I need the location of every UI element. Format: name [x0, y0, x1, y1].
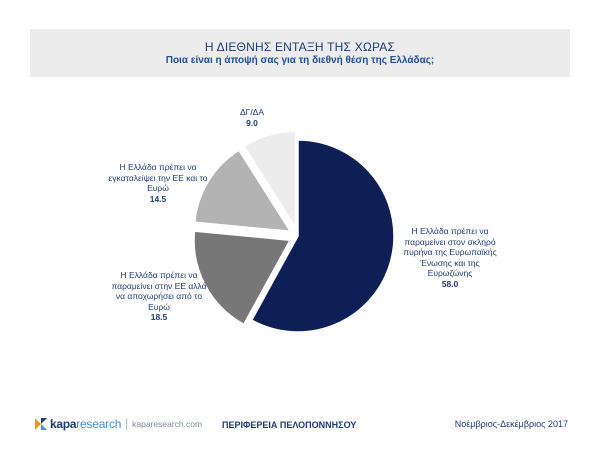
label-line: Ευρώ — [148, 301, 170, 312]
slice-dk-na — [243, 130, 297, 230]
survey-period: Νοέμβριος-Δεκέμβριος 2017 — [454, 419, 568, 429]
label-line: εγκαταλείψει την ΕΕ και το — [108, 172, 208, 183]
label-line: Η Ελλάδα πρέπει να — [120, 270, 198, 280]
label-line: παραμείνει στον σκληρό — [404, 236, 496, 247]
chart-subtitle: Ποια είναι η άποψή σας για τη διεθνή θέσ… — [165, 55, 435, 66]
label-line: ΔΓ/ΔΑ — [239, 107, 265, 117]
logo-research: research — [76, 417, 122, 431]
region-label: ΠΕΡΙΦΕΡΕΙΑ ΠΕΛΟΠΟΝΝΗΣΟΥ — [222, 420, 357, 430]
label-slice-leave-eu: Η Ελλάδα πρέπει να εγκαταλείψει την ΕΕ κ… — [100, 162, 216, 204]
label-line: Η Ελλάδα πρέπει να — [119, 162, 197, 172]
footer: kapa research | kaparesearch.com ΠΕΡΙΦΕΡΕ… — [0, 405, 600, 445]
label-line: Η Ελλάδα πρέπει να — [411, 226, 489, 236]
header-band — [30, 29, 570, 77]
kapa-research-logo: kapa research | kaparesearch.com — [34, 417, 202, 431]
label-line: Ένωσης και της — [420, 257, 480, 268]
label-line: πυρήνα της Ευρωπαϊκής — [403, 247, 497, 257]
slice-leave-eu — [193, 149, 292, 233]
logo-website: kaparesearch.com — [132, 419, 203, 429]
slice-eu-no-euro — [193, 230, 292, 326]
chart-title: Η ΔΙΕΘΝΗΣ ΕΝΤΑΞΗ ΤΗΣ ΧΩΡΑΣ — [204, 40, 396, 54]
label-line: Ευρωζώνης — [427, 268, 473, 278]
logo-separator: | — [125, 418, 129, 430]
label-line: να αποχωρήσει από το — [115, 291, 203, 301]
label-line: παραμείνει στην ΕΕ αλλά — [111, 280, 207, 291]
label-slice-eu-no-euro: Η Ελλάδα πρέπει να παραμείνει στην ΕΕ αλ… — [106, 270, 212, 323]
label-value: 9.0 — [246, 117, 258, 128]
label-value: 18.5 — [150, 312, 168, 322]
label-value: 14.5 — [149, 193, 167, 204]
kapa-logo-icon — [35, 418, 47, 430]
label-slice-dk-na: ΔΓ/ΔΑ 9.0 — [232, 107, 272, 128]
label-slice-eu-core: Η Ελλάδα πρέπει να παραμείνει στον σκληρ… — [392, 226, 508, 289]
logo-brand: kapa — [50, 417, 77, 431]
slice-eu-core — [250, 139, 395, 333]
label-value: 58.0 — [441, 278, 459, 289]
label-line: Ευρώ — [147, 183, 169, 193]
